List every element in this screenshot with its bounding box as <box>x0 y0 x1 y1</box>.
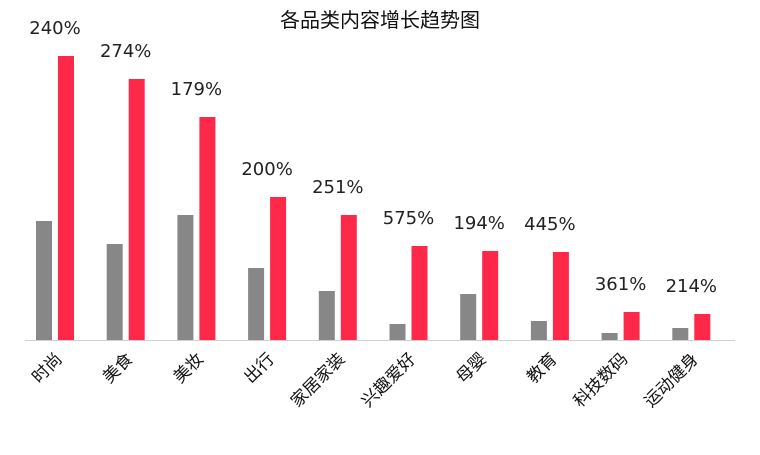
bar-series-1 <box>177 215 194 340</box>
x-tick-label: 母婴 <box>453 349 491 387</box>
bar-series-1 <box>106 244 123 340</box>
bar-series-1 <box>530 321 547 340</box>
bar-series-2 <box>411 246 428 340</box>
x-tick-label: 出行 <box>240 349 278 387</box>
data-label: 361% <box>595 274 646 295</box>
data-label: 575% <box>383 208 434 229</box>
data-label: 445% <box>524 214 575 235</box>
bar-series-2 <box>552 252 569 340</box>
bar-series-1 <box>672 328 689 340</box>
x-tick-label: 家居家装 <box>287 349 349 411</box>
bar-series-1 <box>318 291 335 340</box>
bar-series-2 <box>340 215 357 340</box>
bar-series-2 <box>482 251 499 340</box>
data-label: 214% <box>666 276 717 297</box>
bar-series-1 <box>460 294 477 340</box>
bar-series-2 <box>694 314 711 340</box>
data-label: 240% <box>29 18 80 39</box>
bar-series-2 <box>128 79 145 340</box>
x-tick-label: 美食 <box>99 349 137 387</box>
bar-series-2 <box>199 117 216 340</box>
bar-series-2 <box>623 312 640 340</box>
data-label: 194% <box>453 213 504 234</box>
bar-series-2 <box>270 197 287 340</box>
x-tick-label: 运动健身 <box>641 349 703 411</box>
x-tick-label: 时尚 <box>28 349 66 387</box>
x-tick-label: 美妆 <box>170 349 208 387</box>
bar-series-1 <box>601 333 618 340</box>
data-label: 251% <box>312 177 363 198</box>
data-label: 200% <box>241 159 292 180</box>
data-label: 179% <box>171 79 222 100</box>
x-tick-label: 教育 <box>523 349 561 387</box>
chart-title: 各品类内容增长趋势图 <box>280 8 480 32</box>
bar-series-2 <box>58 56 74 340</box>
bar-series-1 <box>389 324 406 340</box>
data-label: 274% <box>100 41 151 62</box>
bar-series-1 <box>248 268 265 340</box>
x-tick-label: 科技数码 <box>570 349 632 411</box>
bar-series-1 <box>36 221 52 340</box>
x-tick-label: 兴趣爱好 <box>358 349 420 411</box>
